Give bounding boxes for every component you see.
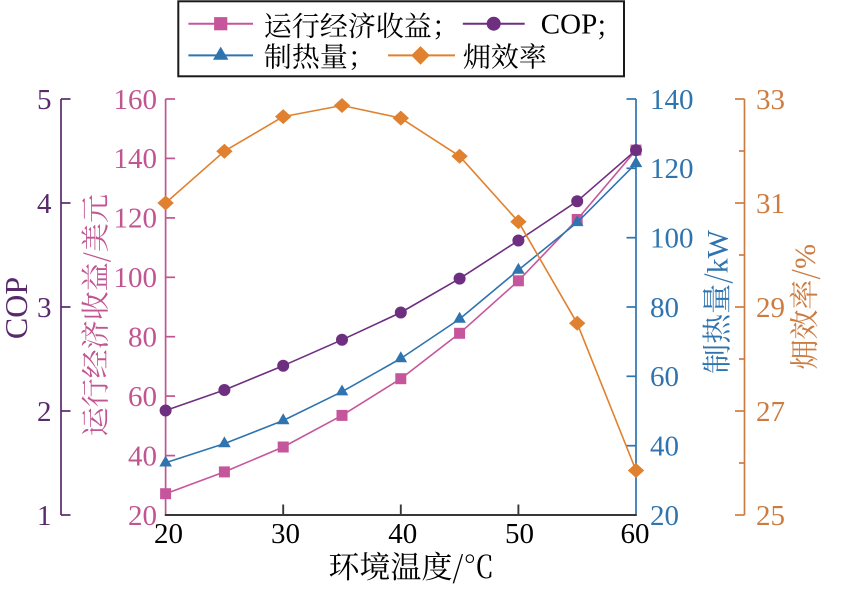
svg-text:27: 27 <box>756 396 785 428</box>
svg-text:60: 60 <box>621 518 650 550</box>
svg-text:25: 25 <box>756 500 785 532</box>
svg-text:100: 100 <box>650 223 694 255</box>
svg-text:160: 160 <box>114 84 158 116</box>
svg-text:40: 40 <box>650 431 679 463</box>
svg-text:80: 80 <box>650 292 679 324</box>
svg-text:60: 60 <box>650 361 679 393</box>
svg-text:100: 100 <box>114 262 158 294</box>
svg-text:60: 60 <box>128 381 157 413</box>
svg-text:140: 140 <box>650 84 694 116</box>
svg-text:kW: kW <box>702 229 735 273</box>
svg-text:2: 2 <box>37 396 52 428</box>
svg-text:50: 50 <box>505 518 534 550</box>
svg-text:3: 3 <box>37 292 52 324</box>
svg-text:COP: COP <box>541 9 597 41</box>
svg-text:20: 20 <box>128 500 157 532</box>
svg-text:4: 4 <box>37 188 52 220</box>
svg-text:40: 40 <box>388 518 417 550</box>
svg-text:31: 31 <box>756 188 785 220</box>
svg-text:%: % <box>789 244 822 269</box>
svg-text:40: 40 <box>128 440 157 472</box>
svg-text:140: 140 <box>114 143 158 175</box>
svg-text:COP: COP <box>0 277 34 339</box>
svg-text:120: 120 <box>114 203 158 235</box>
svg-text:30: 30 <box>271 518 300 550</box>
svg-text:33: 33 <box>756 84 785 116</box>
svg-text:20: 20 <box>154 518 183 550</box>
svg-text:120: 120 <box>650 153 694 185</box>
svg-text:5: 5 <box>37 84 52 116</box>
svg-text:80: 80 <box>128 322 157 354</box>
svg-text:20: 20 <box>650 500 679 532</box>
svg-text:1: 1 <box>37 500 52 532</box>
svg-text:29: 29 <box>756 292 785 324</box>
